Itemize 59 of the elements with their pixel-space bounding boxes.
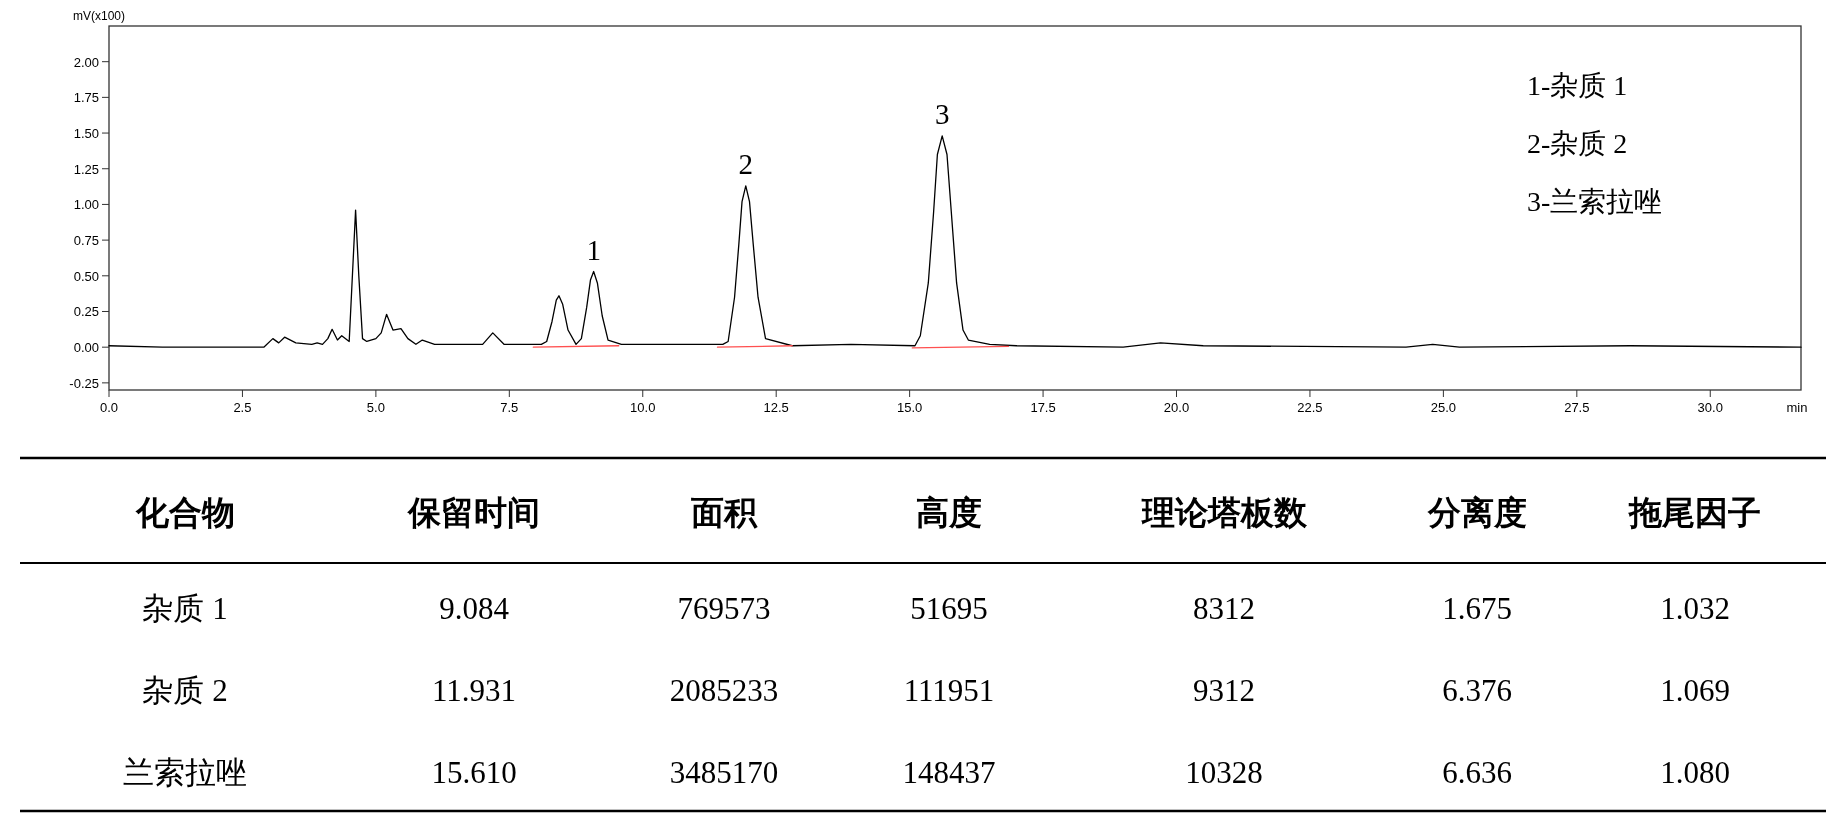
text: 1.032	[1660, 591, 1730, 626]
y-tick-label: 1.50	[73, 126, 99, 142]
text: 11.931	[431, 673, 517, 708]
x-tick-label: 10.0	[630, 400, 656, 415]
text: 6.636	[1442, 755, 1512, 790]
annotation: 3-兰索拉唑	[1527, 186, 1663, 217]
text: 9312	[1193, 673, 1255, 708]
annotation: 1-杂质 1	[1527, 70, 1628, 101]
y-axis-title: mV(x100)	[72, 9, 126, 23]
annotation: 2-杂质 2	[1527, 128, 1628, 159]
annotation: 3	[934, 97, 950, 130]
text: 111951	[903, 673, 995, 708]
text: 148437	[902, 755, 996, 790]
category-label: 高度	[916, 495, 982, 531]
x-tick-label: 15.0	[896, 400, 923, 415]
category-label: 杂质 2	[142, 673, 228, 708]
text: 3485170	[669, 755, 779, 790]
text: 9.084	[439, 591, 509, 626]
annotation: 1	[586, 233, 601, 266]
text: 2085233	[669, 673, 779, 708]
y-tick-label: -0.25	[69, 375, 99, 391]
x-tick-label: 27.5	[1564, 400, 1590, 415]
x-tick-label: 12.5	[763, 400, 789, 415]
category-label: 分离度	[1426, 495, 1527, 531]
category-label: 面积	[691, 495, 758, 531]
x-tick-label: 22.5	[1297, 400, 1323, 415]
category-label: 拖尾因子	[1628, 495, 1761, 531]
x-tick-label: 7.5	[500, 400, 519, 415]
category-label: 理论塔板数	[1140, 495, 1308, 531]
x-tick-label: 0.0	[99, 400, 119, 415]
annotation: 2	[738, 147, 754, 180]
y-tick-label: 0.25	[73, 304, 99, 320]
text: 1.069	[1660, 673, 1730, 708]
text: 769573	[677, 591, 771, 626]
text: 51695	[910, 591, 988, 626]
category-label: 兰索拉唑	[123, 755, 247, 790]
category-label: 杂质 1	[142, 591, 228, 626]
x-axis-title: min	[1786, 400, 1808, 415]
y-tick-label: 0.50	[73, 268, 99, 284]
text: 1.675	[1442, 591, 1512, 626]
category-label: 保留时间	[407, 495, 540, 531]
text: 10328	[1185, 755, 1263, 790]
x-tick-label: 25.0	[1430, 400, 1457, 415]
category-label: 化合物	[134, 495, 235, 531]
text: 8312	[1193, 591, 1255, 626]
x-tick-label: 20.0	[1163, 400, 1190, 415]
text: 6.376	[1442, 673, 1512, 708]
y-tick-label: 0.75	[73, 233, 99, 249]
x-tick-label: 5.0	[366, 400, 385, 415]
y-tick-label: 1.25	[73, 161, 99, 177]
x-tick-label: 30.0	[1697, 400, 1723, 415]
y-tick-label: 2.00	[73, 54, 99, 70]
y-tick-label: 0.00	[73, 340, 99, 356]
text: 1.080	[1660, 755, 1730, 790]
y-tick-label: 1.75	[73, 90, 99, 106]
x-tick-label: 17.5	[1030, 400, 1056, 415]
text: 15.610	[431, 755, 517, 790]
x-tick-label: 2.5	[233, 400, 252, 415]
y-tick-label: 1.00	[73, 197, 99, 213]
